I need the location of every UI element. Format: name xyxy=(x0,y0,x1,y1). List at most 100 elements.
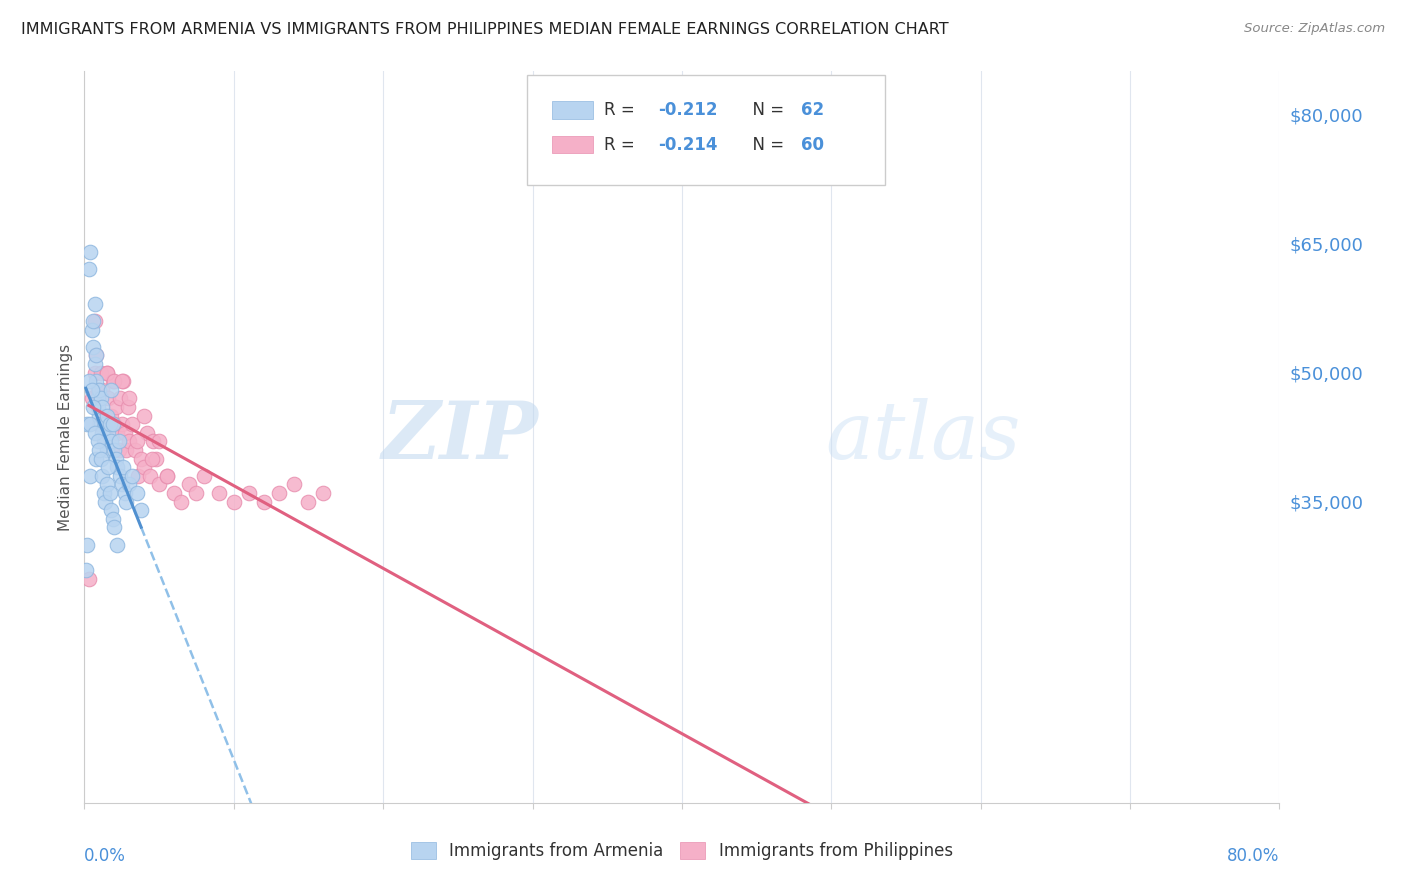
Point xyxy=(238,486,260,500)
Point xyxy=(104,451,127,466)
Text: 80.0%: 80.0% xyxy=(1227,847,1279,864)
Point xyxy=(267,486,290,500)
Point xyxy=(82,400,104,414)
Legend: Immigrants from Armenia, Immigrants from Philippines: Immigrants from Armenia, Immigrants from… xyxy=(411,842,953,860)
Text: 62: 62 xyxy=(801,101,824,120)
Point xyxy=(141,451,163,466)
Point xyxy=(97,425,120,440)
Point xyxy=(114,486,136,500)
Point xyxy=(103,374,125,388)
Point xyxy=(297,494,319,508)
Point xyxy=(98,417,121,432)
Point xyxy=(94,417,117,432)
Point xyxy=(90,417,112,432)
Point xyxy=(124,442,146,457)
Point xyxy=(283,477,305,491)
Point xyxy=(129,503,152,517)
Point xyxy=(76,538,98,552)
Point xyxy=(103,520,125,534)
Point xyxy=(96,477,118,491)
Point xyxy=(75,564,97,578)
Point xyxy=(80,383,103,397)
Point xyxy=(93,434,115,449)
Text: -0.214: -0.214 xyxy=(658,136,717,153)
Point xyxy=(87,392,110,406)
Point xyxy=(90,366,112,380)
Point xyxy=(76,417,98,432)
Point xyxy=(111,477,134,491)
Point xyxy=(107,434,129,449)
Point xyxy=(111,417,134,432)
Point xyxy=(114,425,136,440)
Point xyxy=(97,460,120,475)
Point xyxy=(94,494,117,508)
Point xyxy=(115,494,138,508)
Point xyxy=(98,486,121,500)
Point xyxy=(155,468,177,483)
Point xyxy=(96,366,118,380)
Point xyxy=(145,451,167,466)
Point xyxy=(93,409,115,423)
Point xyxy=(101,512,124,526)
Point xyxy=(83,296,105,310)
Point xyxy=(107,442,129,457)
Point xyxy=(111,374,134,388)
Y-axis label: Median Female Earnings: Median Female Earnings xyxy=(58,343,73,531)
Point xyxy=(125,434,148,449)
Text: Source: ZipAtlas.com: Source: ZipAtlas.com xyxy=(1244,22,1385,36)
Point xyxy=(118,434,141,449)
Point xyxy=(105,460,128,475)
Point xyxy=(97,392,120,406)
Point xyxy=(121,468,143,483)
Point xyxy=(87,400,110,414)
Point xyxy=(112,460,135,475)
Point xyxy=(103,417,125,432)
Text: atlas: atlas xyxy=(825,399,1021,475)
Point xyxy=(86,451,108,466)
Point xyxy=(86,348,108,362)
Point xyxy=(87,434,110,449)
Point xyxy=(89,383,111,397)
Point xyxy=(110,468,132,483)
Point xyxy=(105,425,128,440)
Point xyxy=(86,374,108,388)
Text: 60: 60 xyxy=(801,136,824,153)
Point xyxy=(82,340,104,354)
Point xyxy=(91,425,114,440)
Point xyxy=(91,400,114,414)
Point xyxy=(93,486,115,500)
Point xyxy=(96,442,118,457)
Text: N =: N = xyxy=(742,101,789,120)
Point xyxy=(208,486,231,500)
Point xyxy=(132,409,156,423)
Point xyxy=(100,434,122,449)
Point xyxy=(96,409,118,423)
Point xyxy=(186,486,208,500)
Point xyxy=(118,392,141,406)
Point xyxy=(98,417,121,432)
Point xyxy=(104,400,127,414)
Point xyxy=(89,417,111,432)
Point xyxy=(170,494,193,508)
FancyBboxPatch shape xyxy=(551,102,593,119)
Point xyxy=(115,442,138,457)
Point xyxy=(79,468,101,483)
Point xyxy=(110,392,132,406)
Point xyxy=(312,486,335,500)
Point xyxy=(136,425,159,440)
Point xyxy=(101,417,124,432)
Point xyxy=(100,409,122,423)
Point xyxy=(83,314,105,328)
Point xyxy=(132,460,156,475)
Point xyxy=(91,468,114,483)
Point xyxy=(121,417,143,432)
Point xyxy=(129,451,152,466)
Text: N =: N = xyxy=(742,136,789,153)
Point xyxy=(89,442,111,457)
Point xyxy=(127,468,149,483)
Point xyxy=(83,366,105,380)
Point xyxy=(100,383,122,397)
Text: R =: R = xyxy=(605,101,640,120)
Point xyxy=(87,383,110,397)
Point xyxy=(90,392,112,406)
